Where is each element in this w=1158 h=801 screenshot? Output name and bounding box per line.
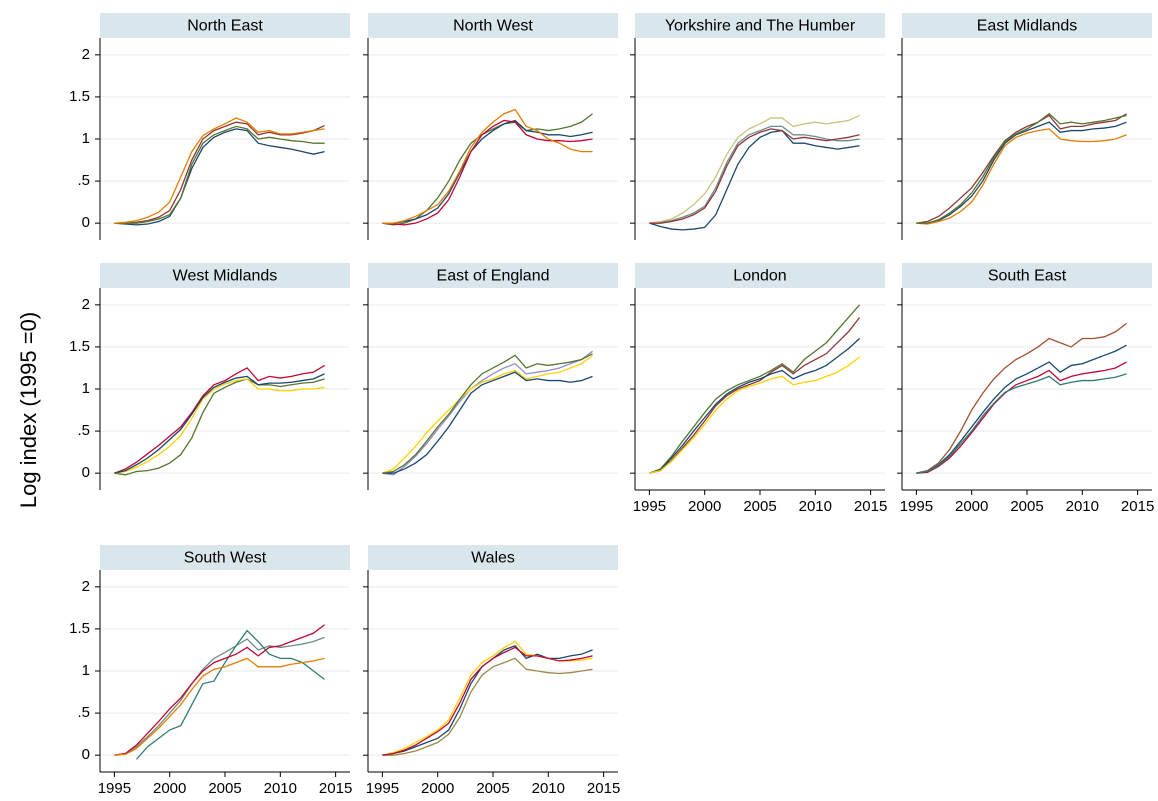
panel-title: North West [453, 18, 533, 35]
y-tick-label: 0 [82, 214, 90, 231]
series-line [114, 378, 325, 474]
series-line [649, 304, 861, 474]
x-tick-label: 1995 [900, 498, 933, 515]
x-tick-label: 2005 [743, 498, 776, 515]
panel-title: East of England [437, 268, 550, 285]
series-line [114, 636, 325, 756]
y-tick-label: 1 [82, 380, 90, 397]
series-line [382, 113, 593, 226]
x-tick-label: 2015 [1121, 498, 1154, 515]
y-tick-label: .5 [77, 172, 90, 189]
series-line [916, 361, 1127, 474]
y-tick-label: 0 [82, 464, 90, 481]
x-tick-label: 2015 [319, 780, 352, 797]
panel-header [100, 263, 350, 288]
y-tick-label: .5 [77, 422, 90, 439]
series-line [382, 657, 593, 756]
series-line [114, 373, 325, 474]
panel-header [100, 545, 350, 570]
panel-header [635, 263, 885, 288]
panel-title: London [733, 268, 786, 285]
panel-header [368, 13, 618, 38]
series-line [114, 364, 325, 474]
series-line [382, 119, 593, 224]
series-line [114, 657, 325, 756]
x-tick-label: 2000 [688, 498, 721, 515]
series-line [114, 125, 325, 224]
series-line [114, 117, 325, 224]
series-line [916, 373, 1127, 474]
series-line [136, 629, 325, 760]
series-line [114, 121, 325, 224]
series-line [649, 125, 860, 224]
y-tick-label: 2 [82, 578, 90, 595]
x-tick-label: 2015 [587, 780, 620, 797]
y-tick-label: 1 [82, 662, 90, 679]
y-axis-label: Log index (1995 =0) [16, 312, 41, 508]
series-line [382, 371, 593, 474]
series-line [114, 378, 325, 476]
y-tick-label: 1 [82, 130, 90, 147]
y-tick-label: 0 [82, 746, 90, 763]
panel-header [368, 545, 618, 570]
x-tick-label: 2010 [532, 780, 565, 797]
series-line [649, 129, 860, 231]
y-tick-label: .5 [77, 704, 90, 721]
series-line [916, 344, 1127, 474]
x-tick-label: 1995 [633, 498, 666, 515]
y-tick-label: 1.5 [69, 88, 90, 105]
panel-header [100, 13, 350, 38]
y-tick-label: 1.5 [69, 620, 90, 637]
series-line [649, 317, 861, 474]
series-line [382, 353, 593, 474]
series-line [649, 356, 860, 474]
panel-header [635, 13, 885, 38]
series-line [382, 108, 593, 224]
series-line [649, 128, 860, 224]
panel-title: Yorkshire and The Humber [665, 18, 856, 35]
series-line [916, 112, 1127, 224]
panel-title: East Midlands [977, 18, 1078, 35]
y-tick-label: 1.5 [69, 338, 90, 355]
series-line [649, 338, 860, 474]
x-tick-label: 2005 [1010, 498, 1043, 515]
series-line [382, 119, 593, 226]
y-tick-label: 2 [82, 46, 90, 63]
series-line [382, 350, 593, 476]
series-line [916, 128, 1127, 225]
x-tick-label: 2005 [208, 780, 241, 797]
series-line [649, 114, 860, 224]
panel-header [902, 263, 1152, 288]
series-line [114, 624, 325, 756]
series-line [382, 354, 593, 474]
series-line [382, 646, 593, 756]
panel-title: Wales [471, 550, 515, 567]
x-tick-label: 2015 [854, 498, 887, 515]
x-tick-label: 2000 [955, 498, 988, 515]
x-tick-label: 2000 [421, 780, 454, 797]
y-tick-label: 2 [82, 296, 90, 313]
x-tick-label: 2010 [799, 498, 832, 515]
series-line [916, 113, 1127, 224]
panel-title: North East [187, 18, 263, 35]
x-tick-label: 2000 [153, 780, 186, 797]
series-line [916, 322, 1127, 474]
panel-title: South West [184, 550, 267, 567]
series-line [114, 128, 325, 226]
series-line [916, 121, 1127, 224]
x-tick-label: 2010 [1066, 498, 1099, 515]
panel-header [902, 13, 1152, 38]
x-tick-label: 2005 [476, 780, 509, 797]
x-tick-label: 1995 [366, 780, 399, 797]
x-tick-label: 1995 [98, 780, 131, 797]
x-tick-label: 2010 [264, 780, 297, 797]
panel-header [368, 263, 618, 288]
panel-title: West Midlands [173, 268, 278, 285]
panel-title: South East [988, 268, 1067, 285]
